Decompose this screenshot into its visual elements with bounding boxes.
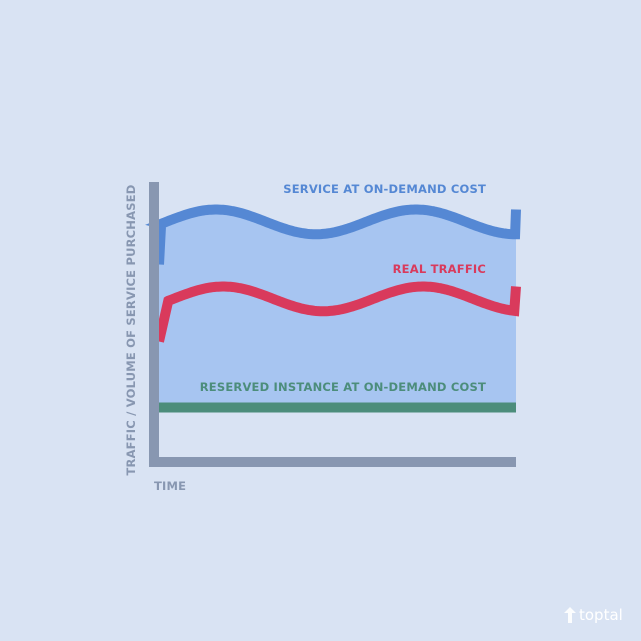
series-label-service-on-demand: SERVICE AT ON-DEMAND COST bbox=[283, 182, 486, 196]
x-axis-label: TIME bbox=[154, 479, 186, 493]
series-line-reserved-instance bbox=[159, 402, 516, 413]
y-axis-line bbox=[149, 182, 159, 467]
series-label-real-traffic: REAL TRAFFIC bbox=[393, 262, 486, 276]
series-line-service-on-demand bbox=[145, 204, 521, 265]
y-axis-label: TRAFFIC / VOLUME OF SERVICE PURCHASED bbox=[124, 184, 138, 475]
x-axis-line bbox=[149, 457, 516, 467]
toptal-logo-icon bbox=[564, 607, 576, 623]
series-label-reserved-instance: RESERVED INSTANCE AT ON-DEMAND COST bbox=[200, 380, 486, 394]
series-line-real-traffic bbox=[154, 281, 521, 343]
brand-wordmark: toptal bbox=[579, 606, 623, 624]
